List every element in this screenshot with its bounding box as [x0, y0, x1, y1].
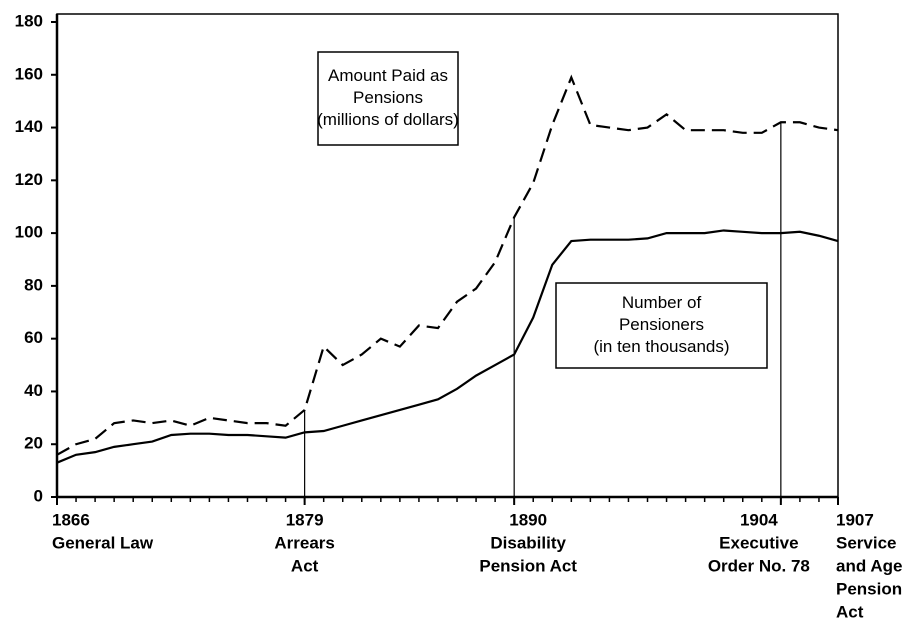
event-label: Service: [836, 533, 897, 552]
y-tick-label: 140: [15, 117, 43, 136]
y-tick-label: 40: [24, 381, 43, 400]
annotation-box: [555, 282, 768, 369]
event-label: Disability: [490, 533, 566, 552]
y-tick-label: 60: [24, 328, 43, 347]
annotation-text: (in ten thousands): [593, 337, 729, 356]
y-tick-label: 180: [15, 11, 43, 30]
y-tick-label: 100: [15, 223, 43, 242]
x-tick-label: 1904: [740, 510, 778, 529]
annotation-text: Pensioners: [619, 315, 704, 334]
event-label: Pension Act: [479, 556, 577, 575]
event-label: Order No. 78: [708, 556, 810, 575]
event-label: and Age: [836, 556, 902, 575]
y-tick-label: 160: [15, 64, 43, 83]
event-label: Act: [291, 556, 319, 575]
event-label: Arrears: [274, 533, 335, 552]
event-label: Executive: [719, 533, 798, 552]
series-line: [56, 74, 839, 456]
x-tick-label: 1866: [52, 510, 90, 529]
annotation-text: (millions of dollars): [317, 110, 459, 129]
y-tick-label: 20: [24, 434, 43, 453]
y-tick-label: 0: [34, 486, 43, 505]
x-tick-label: 1907: [836, 510, 874, 529]
annotation-text: Pensions: [353, 88, 423, 107]
event-label: Act: [836, 602, 864, 621]
y-tick-label: 120: [15, 170, 43, 189]
x-tick-label: 1890: [509, 510, 547, 529]
annotation-text: Amount Paid as: [328, 66, 448, 85]
x-tick-label: 1879: [286, 510, 324, 529]
annotation-box: [317, 51, 459, 146]
event-label: Pension: [836, 579, 902, 598]
series-line: [56, 229, 839, 464]
annotation-text: Number of: [622, 293, 702, 312]
y-tick-label: 80: [24, 275, 43, 294]
event-label: General Law: [52, 533, 154, 552]
